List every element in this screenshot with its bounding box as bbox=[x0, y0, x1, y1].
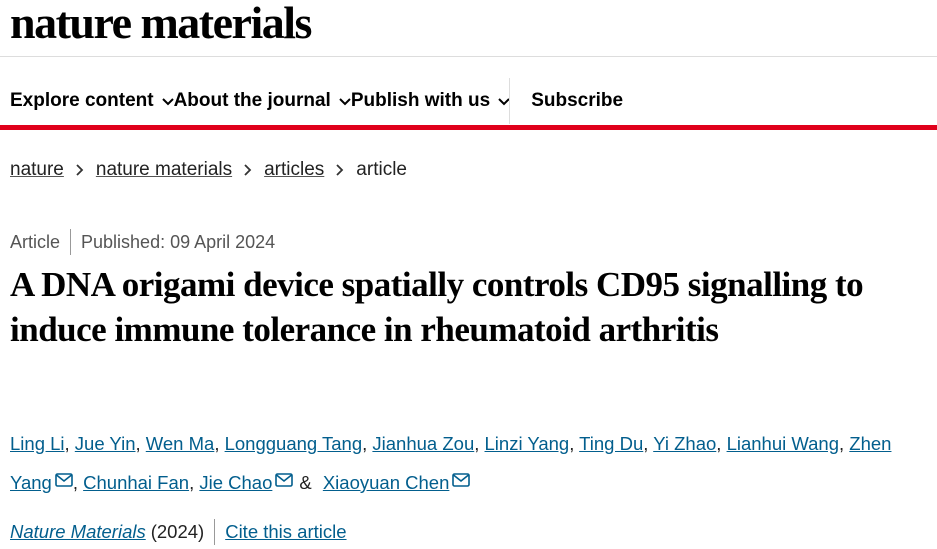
author-link[interactable]: Xiaoyuan Chen bbox=[322, 472, 450, 493]
article-meta: Article Published: 09 April 2024 bbox=[10, 229, 275, 255]
breadcrumb-link[interactable]: nature bbox=[10, 159, 64, 180]
author-link[interactable]: Jue Yin bbox=[74, 433, 136, 454]
author-link[interactable]: Wen Ma bbox=[145, 433, 215, 454]
meta-divider bbox=[70, 229, 72, 255]
email-icon bbox=[275, 473, 294, 487]
subscribe-link[interactable]: Subscribe bbox=[531, 90, 624, 111]
chevron bbox=[339, 98, 351, 106]
author-separator: , bbox=[64, 433, 70, 454]
author-separator: & bbox=[299, 472, 312, 493]
author-separator: , bbox=[643, 433, 649, 454]
author-link[interactable]: Lianhui Wang bbox=[726, 433, 840, 454]
author-list: Ling Li, Jue Yin, Wen Ma, Longguang Tang… bbox=[10, 424, 935, 502]
citation-divider bbox=[214, 519, 216, 545]
author-link[interactable]: Jianhua Zou bbox=[372, 433, 475, 454]
author-link[interactable]: Linzi Yang bbox=[484, 433, 570, 454]
author-link[interactable]: Jie Chao bbox=[199, 472, 273, 493]
author-link[interactable]: Ling Li bbox=[10, 433, 65, 454]
published-date: Published: 09 April 2024 bbox=[81, 231, 276, 252]
article-title: A DNA origami device spatially controls … bbox=[10, 265, 864, 349]
nav-item[interactable]: Explore content bbox=[10, 90, 174, 112]
breadcrumb-link[interactable]: nature materials bbox=[95, 159, 233, 180]
author-separator: , bbox=[135, 433, 141, 454]
author-link[interactable]: Yi Zhao bbox=[653, 433, 717, 454]
chevron bbox=[76, 164, 84, 176]
email-icon bbox=[55, 473, 73, 487]
red-bar bbox=[0, 125, 937, 130]
chevron bbox=[336, 164, 344, 176]
author-separator: , bbox=[474, 433, 480, 454]
header-rule bbox=[0, 56, 937, 57]
nav-divider bbox=[509, 78, 511, 124]
citation-line: Nature Materials (2024) Cite this articl… bbox=[10, 519, 347, 545]
nav: Explore content About the journal Publish … bbox=[10, 78, 623, 124]
nav-item[interactable]: About the journal bbox=[174, 90, 351, 112]
author-link[interactable]: Zhen Yang bbox=[10, 433, 892, 493]
author-separator: , bbox=[214, 433, 220, 454]
logo[interactable]: nature materials bbox=[10, 0, 312, 48]
year: (2024) bbox=[150, 521, 205, 542]
chevron bbox=[161, 98, 174, 106]
chevron bbox=[244, 164, 252, 176]
author-link[interactable]: Ting Du bbox=[579, 433, 644, 454]
author-separator: , bbox=[189, 472, 195, 493]
breadcrumb: nature nature materials articles article bbox=[10, 159, 407, 181]
author-link[interactable]: Longguang Tang bbox=[224, 433, 363, 454]
author-separator: , bbox=[72, 472, 78, 493]
article-type: Article bbox=[10, 231, 61, 252]
nav-label: Publish with us bbox=[350, 90, 491, 111]
cite-link[interactable]: Cite this article bbox=[225, 521, 347, 542]
email-icon bbox=[452, 473, 471, 487]
author-link[interactable]: Chunhai Fan bbox=[83, 472, 190, 493]
breadcrumb-link[interactable]: articles bbox=[264, 159, 325, 180]
nav-label: About the journal bbox=[173, 90, 331, 111]
author-separator: , bbox=[362, 433, 368, 454]
nav-item[interactable]: Publish with us bbox=[351, 90, 510, 112]
author-separator: , bbox=[716, 433, 722, 454]
breadcrumb-current: article bbox=[356, 159, 407, 180]
author-separator: , bbox=[569, 433, 575, 454]
journal-link[interactable]: Nature Materials bbox=[10, 521, 146, 542]
author-separator: , bbox=[839, 433, 845, 454]
chevron bbox=[498, 98, 510, 106]
nav-label: Explore content bbox=[10, 90, 154, 111]
